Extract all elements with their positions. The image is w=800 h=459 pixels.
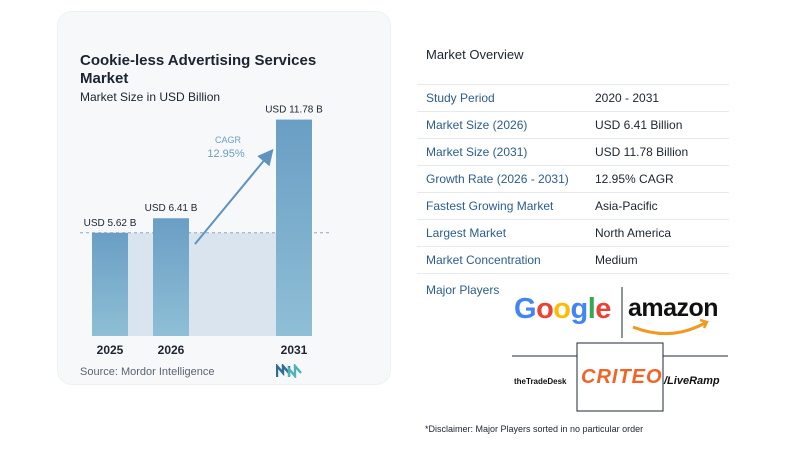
tradedesk-logo: theTradeDesk: [514, 377, 567, 386]
chart-title: Cookie-less Advertising Services Market: [80, 52, 317, 87]
row-label: Largest Market: [426, 226, 507, 240]
x-tick-2025: 2025: [97, 343, 124, 357]
mordor-logo-icon: [276, 364, 302, 378]
overview-title: Market Overview: [426, 47, 524, 62]
row-value: USD 11.78 Billion: [595, 145, 689, 159]
disclaimer: *Disclaimer: Major Players sorted in no …: [425, 424, 644, 434]
major-players-label: Major Players: [426, 283, 500, 297]
overview-row: Study Period 2020 - 2031: [417, 84, 729, 111]
criteo-frame: [576, 342, 664, 412]
chart-subtitle: Market Size in USD Billion: [80, 90, 221, 104]
row-label: Market Concentration: [426, 253, 541, 267]
cagr-value: 12.95%: [207, 148, 245, 160]
row-value: Asia-Pacific: [595, 199, 658, 213]
row-label: Growth Rate (2026 - 2031): [426, 172, 569, 186]
cagr-label: CAGR: [215, 135, 242, 145]
row-value: USD 6.41 Billion: [595, 118, 683, 132]
overview-row: Largest Market North America: [417, 219, 729, 246]
row-label: Market Size (2026): [426, 118, 528, 132]
cagr-arrow: [194, 148, 274, 245]
row-value: Medium: [595, 253, 638, 267]
x-tick-2031: 2031: [281, 343, 308, 357]
data-label-2031: USD 11.78 B: [265, 105, 323, 116]
overview-row: Market Size (2031) USD 11.78 Billion: [417, 138, 729, 165]
data-label-2026: USD 6.41 B: [145, 203, 198, 214]
overview-row: Fastest Growing Market Asia-Pacific: [417, 192, 729, 219]
row-label: Fastest Growing Market: [426, 199, 554, 213]
row-value: North America: [595, 226, 672, 240]
amazon-smile-icon: [632, 321, 706, 336]
source-note: Source: Mordor Intelligence: [80, 366, 215, 378]
row-value: 2020 - 2031: [595, 91, 660, 105]
amazon-logo: amazon: [628, 294, 719, 322]
row-value: 12.95% CAGR: [595, 172, 674, 186]
x-tick-2026: 2026: [158, 343, 185, 357]
row-label: Study Period: [426, 91, 495, 105]
data-label-2025: USD 5.62 B: [84, 218, 137, 229]
bar-2025: [92, 232, 128, 336]
bar-2026: [153, 218, 189, 336]
overview-row: Market Size (2026) USD 6.41 Billion: [417, 111, 729, 138]
criteo-logo: CRITEO: [581, 366, 663, 388]
google-logo: Google: [514, 293, 611, 325]
liveramp-logo: /LiveRamp: [664, 375, 720, 387]
overview-table: Study Period 2020 - 2031 Market Size (20…: [417, 84, 729, 274]
bar-2031: [276, 119, 312, 336]
overview-row: Growth Rate (2026 - 2031) 12.95% CAGR: [417, 165, 729, 192]
overview-row: Market Concentration Medium: [417, 246, 729, 274]
row-label: Market Size (2031): [426, 145, 528, 159]
baseline-band: [128, 232, 276, 336]
